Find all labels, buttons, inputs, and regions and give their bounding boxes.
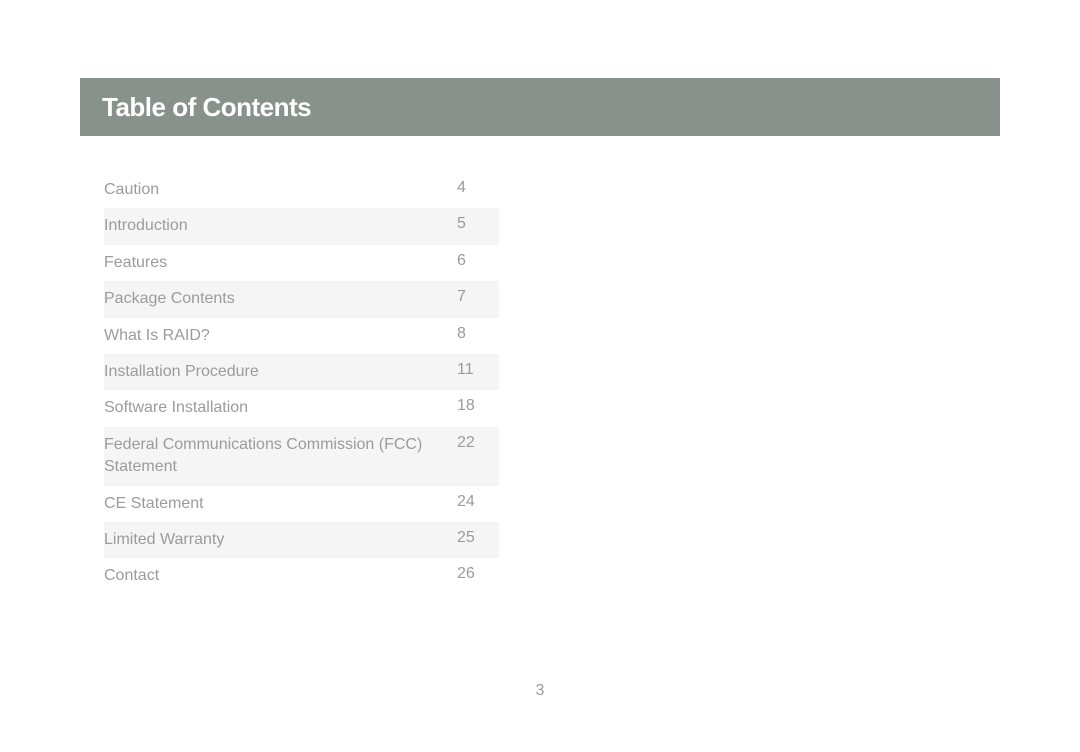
toc-page: 24: [457, 493, 487, 511]
toc-page: 18: [457, 397, 487, 415]
toc-label: Limited Warranty: [104, 529, 457, 551]
toc-row: Federal Communications Commission (FCC) …: [104, 427, 499, 486]
toc-label: Federal Communications Commission (FCC) …: [104, 434, 457, 479]
toc-row: Software Installation 18: [104, 390, 499, 426]
toc-row: Limited Warranty 25: [104, 522, 499, 558]
toc-page: 11: [457, 361, 487, 379]
toc-row: CE Statement 24: [104, 486, 499, 522]
toc-page: 4: [457, 179, 487, 197]
toc-label: Features: [104, 252, 457, 274]
page-title: Table of Contents: [102, 92, 311, 123]
toc-label: Introduction: [104, 215, 457, 237]
toc-label: Caution: [104, 179, 457, 201]
page-number: 3: [0, 682, 1080, 700]
toc-page: 7: [457, 288, 487, 306]
toc-row: What Is RAID? 8: [104, 318, 499, 354]
toc-page: 26: [457, 565, 487, 583]
toc-page: 22: [457, 434, 487, 452]
header-bar: Table of Contents: [80, 78, 1000, 136]
toc-row: Package Contents 7: [104, 281, 499, 317]
toc-label: Installation Procedure: [104, 361, 457, 383]
toc-row: Installation Procedure 11: [104, 354, 499, 390]
toc-table: Caution 4 Introduction 5 Features 6 Pack…: [104, 172, 499, 595]
toc-label: Contact: [104, 565, 457, 587]
toc-row: Contact 26: [104, 558, 499, 594]
toc-row: Caution 4: [104, 172, 499, 208]
toc-row: Features 6: [104, 245, 499, 281]
toc-page: 6: [457, 252, 487, 270]
toc-label: CE Statement: [104, 493, 457, 515]
toc-label: What Is RAID?: [104, 325, 457, 347]
toc-page: 5: [457, 215, 487, 233]
toc-row: Introduction 5: [104, 208, 499, 244]
toc-page: 8: [457, 325, 487, 343]
toc-label: Software Installation: [104, 397, 457, 419]
toc-label: Package Contents: [104, 288, 457, 310]
toc-page: 25: [457, 529, 487, 547]
